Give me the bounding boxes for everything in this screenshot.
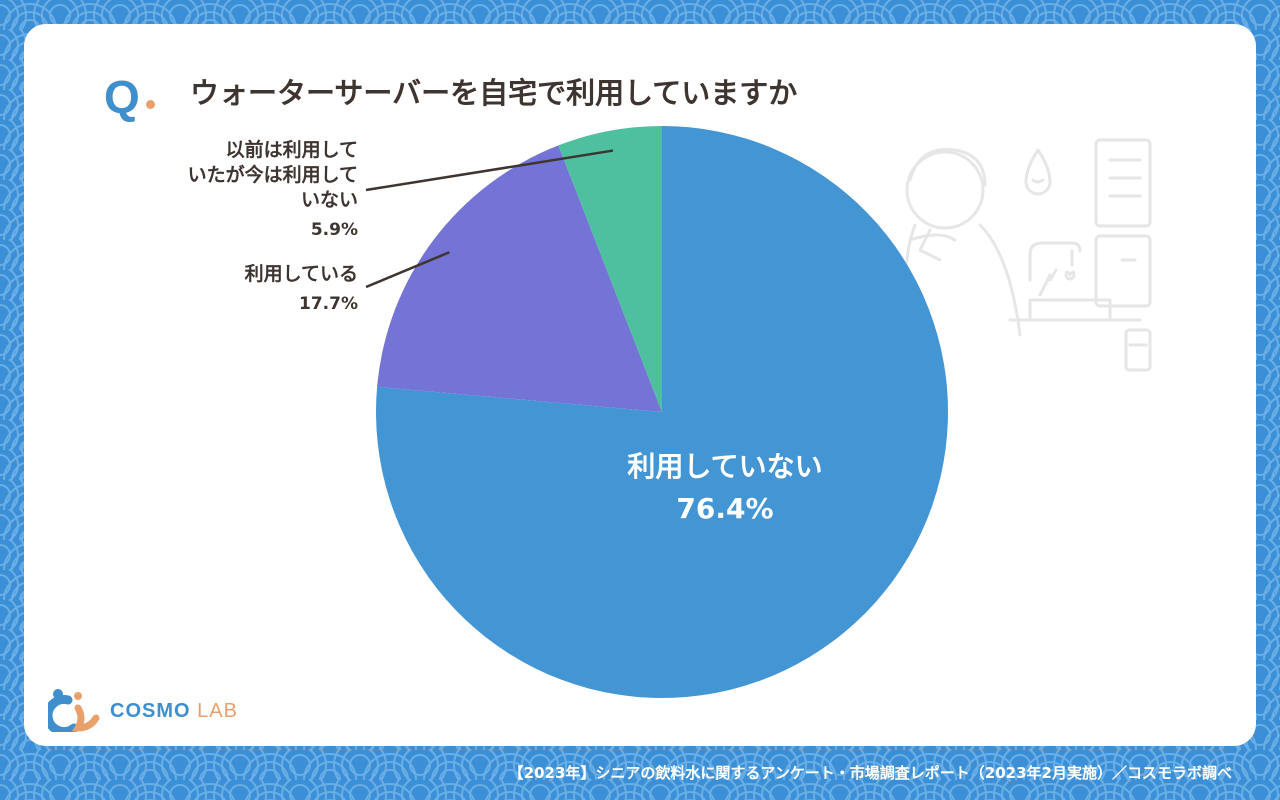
senior-drinking-water-illustration [904,138,1152,372]
using-label: 利用している 17.7% [150,262,358,315]
not-using-label-value: 76.4% [676,492,774,525]
leader-line-former-user [365,149,614,192]
pie-slice-1 [377,145,662,412]
former-user-label: 以前は利用して いたが今は利用して いない 5.9% [150,138,358,241]
cosmo-lab-logo-icon [48,689,100,732]
logo-text: COSMO LAB [110,700,238,723]
using-label-name: 利用している [244,263,358,285]
pie-slice-2 [558,126,662,412]
question-title: ウォーターサーバーを自宅で利用していますか [190,76,798,110]
pie-slice-0 [376,126,949,699]
not-using-label: 利用していない 76.4% [600,450,850,526]
leader-line-using [365,251,450,289]
former-user-label-line-1: 以前は利用して [225,139,358,161]
logo-suffix: LAB [197,700,238,722]
former-user-label-line-3: いない [300,189,358,211]
former-user-label-line-2: いたが今は利用して [187,164,358,186]
logo-name: COSMO [110,700,191,722]
using-label-value: 17.7% [299,294,358,314]
question-dot [146,100,155,109]
question-mark-label: Q [104,71,140,123]
not-using-label-name: 利用していない [627,450,823,483]
footer-source: 【2023年】シニアの飲料水に関するアンケート・市場調査レポート（2023年2月… [508,764,1232,782]
former-user-value: 5.9% [310,220,358,240]
